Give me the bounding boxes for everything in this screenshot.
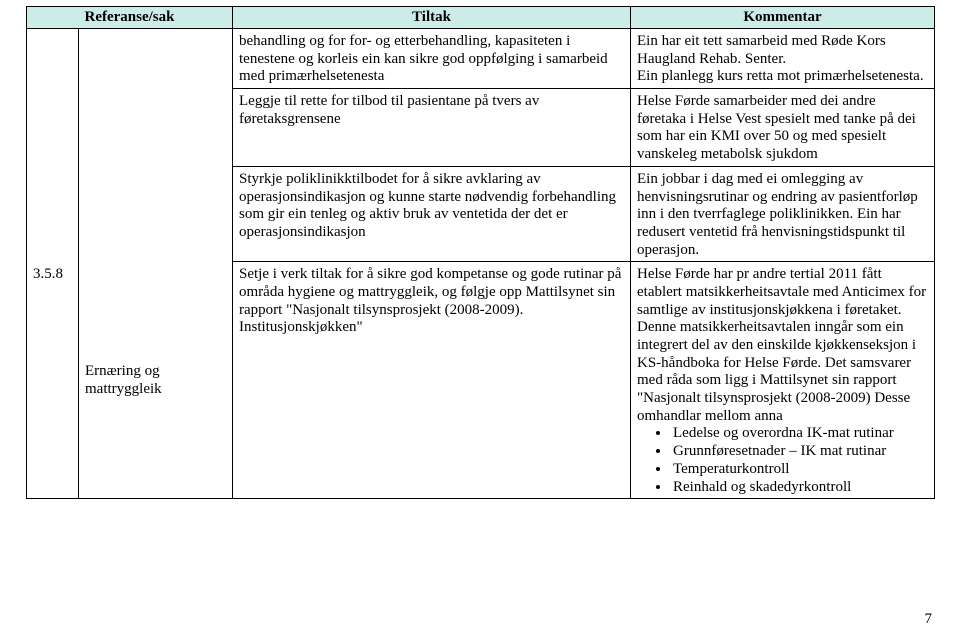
- cell-tiltak: behandling og for for- og etterbehandlin…: [233, 29, 631, 89]
- cell-tiltak: Leggje til rette for tilbod til pasienta…: [233, 89, 631, 167]
- cell-ref: 3.5.8: [27, 262, 79, 499]
- cell-tiltak: Setje i verk tiltak for å sikre god komp…: [233, 262, 631, 499]
- cell-sak: [79, 166, 233, 261]
- table-row: 3.5.8 Ernæring og mattryggleik Setje i v…: [27, 262, 935, 499]
- list-item: Grunnføresetnader – IK mat rutinar: [671, 443, 928, 461]
- tiltak-text: behandling og for for- og etterbehandlin…: [239, 33, 624, 86]
- cell-kommentar: Helse Førde samarbeider med dei andre fø…: [631, 89, 935, 167]
- cell-kommentar: Ein har eit tett samarbeid med Røde Kors…: [631, 29, 935, 89]
- tiltak-text: Styrkje poliklinikktilbodet for å sikre …: [239, 171, 624, 242]
- cell-sak: [79, 29, 233, 89]
- table-header-row: Referanse/sak Tiltak Kommentar: [27, 7, 935, 29]
- bullet-list: Ledelse og overordna IK-mat rutinar Grun…: [671, 425, 928, 496]
- cell-sak: Ernæring og mattryggleik: [79, 262, 233, 499]
- cell-ref: [27, 166, 79, 261]
- col-header-ref: Referanse/sak: [27, 7, 233, 29]
- kommentar-text: Helse Førde har pr andre tertial 2011 få…: [637, 266, 928, 425]
- table-row: behandling og for for- og etterbehandlin…: [27, 29, 935, 89]
- tiltak-text: Setje i verk tiltak for å sikre god komp…: [239, 266, 624, 337]
- main-table: Referanse/sak Tiltak Kommentar behandlin…: [26, 6, 935, 499]
- cell-kommentar: Ein jobbar i dag med ei omlegging av hen…: [631, 166, 935, 261]
- cell-ref: [27, 29, 79, 89]
- document-page: Referanse/sak Tiltak Kommentar behandlin…: [0, 6, 960, 634]
- kommentar-text: Ein planlegg kurs retta mot primærhelset…: [637, 68, 928, 86]
- table-row: Styrkje poliklinikktilbodet for å sikre …: [27, 166, 935, 261]
- tiltak-text: Leggje til rette for tilbod til pasienta…: [239, 93, 624, 128]
- list-item: Temperaturkontroll: [671, 461, 928, 479]
- cell-tiltak: Styrkje poliklinikktilbodet for å sikre …: [233, 166, 631, 261]
- cell-kommentar: Helse Førde har pr andre tertial 2011 få…: [631, 262, 935, 499]
- kommentar-text: Ein jobbar i dag med ei omlegging av hen…: [637, 171, 928, 259]
- kommentar-text: Ein har eit tett samarbeid med Røde Kors…: [637, 33, 928, 68]
- page-number: 7: [925, 611, 933, 628]
- table-row: Leggje til rette for tilbod til pasienta…: [27, 89, 935, 167]
- col-header-kommentar: Kommentar: [631, 7, 935, 29]
- list-item: Ledelse og overordna IK-mat rutinar: [671, 425, 928, 443]
- cell-sak: [79, 89, 233, 167]
- list-item: Reinhald og skadedyrkontroll: [671, 479, 928, 497]
- col-header-tiltak: Tiltak: [233, 7, 631, 29]
- kommentar-text: Helse Førde samarbeider med dei andre fø…: [637, 93, 928, 164]
- cell-ref: [27, 89, 79, 167]
